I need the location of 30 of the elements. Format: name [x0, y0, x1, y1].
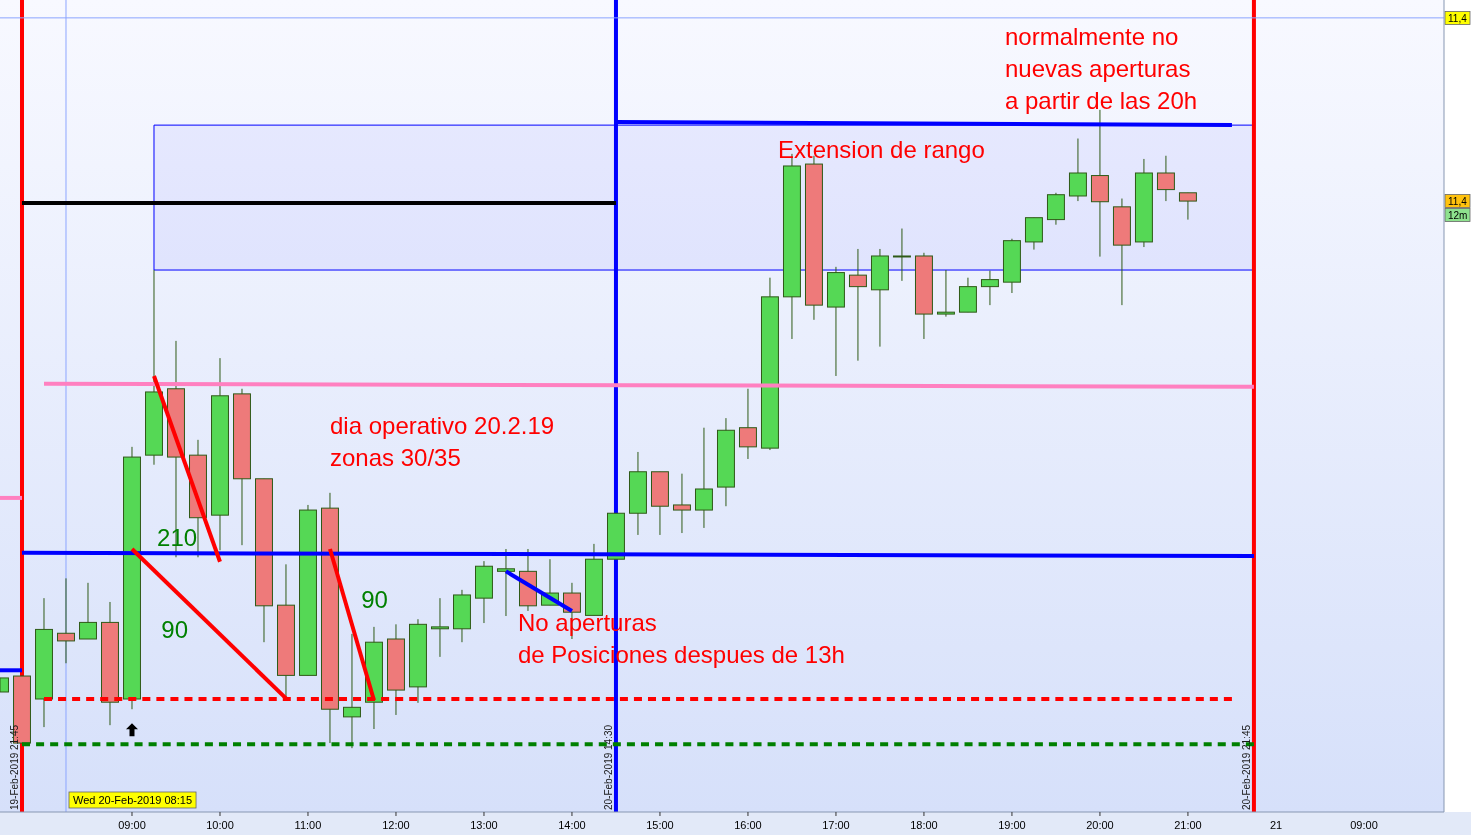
annotation: 19-Feb-2019 21:45 — [9, 724, 20, 810]
series-label: 210 — [157, 523, 198, 551]
annotation: a partir de las 20h — [1005, 86, 1198, 114]
x-tick-label: 21:00 — [1174, 819, 1202, 831]
x-tick-label: 09:00 — [118, 819, 146, 831]
annotation: zonas 30/35 — [330, 443, 461, 471]
x-tick-label: 18:00 — [910, 819, 938, 831]
x-tick-label: 16:00 — [734, 819, 762, 831]
text: nuevas aperturas — [1005, 54, 1191, 82]
series-label: 90 — [361, 585, 388, 613]
x-tick-label: 10:00 — [206, 819, 234, 831]
series-label: 90 — [161, 615, 188, 643]
x-tick-label: 15:00 — [646, 819, 674, 831]
annotation: dia operativo 20.2.19 — [330, 411, 555, 439]
annotation: Extension de rango — [778, 135, 985, 163]
x-tick-label: 13:00 — [470, 819, 498, 831]
x-tick-label: 17:00 — [822, 819, 850, 831]
ref-line-label: Wed 20-Feb-2019 08:15 — [73, 794, 193, 806]
ref-line-label: 20-Feb-2019 14:30 — [602, 724, 614, 810]
text: 21 — [1269, 819, 1283, 831]
text: normalmente no — [1005, 22, 1179, 50]
text: 11,4 — [1448, 195, 1468, 207]
x-tick-label: 11:00 — [294, 819, 322, 831]
text: 12m — [1448, 209, 1468, 221]
x-tick-label: 14:00 — [558, 819, 586, 831]
text: 11,4 — [1448, 12, 1468, 24]
x-tick-label: 19:00 — [998, 819, 1026, 831]
x-tick-label: 20:00 — [1086, 819, 1114, 831]
x-tick-label: 12:00 — [382, 819, 410, 831]
annotation: 20-Feb-2019 21:45 — [1241, 724, 1252, 810]
